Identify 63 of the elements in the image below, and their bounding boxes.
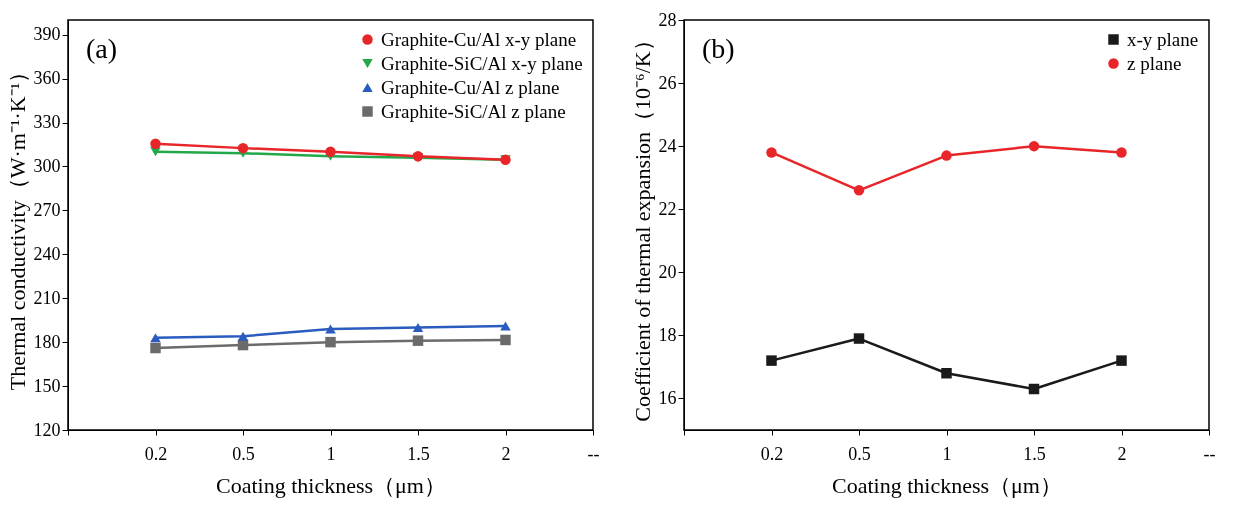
y-tick-label: 360 (33, 68, 61, 89)
y-tick-label: 22 (658, 198, 677, 219)
y-tick-label: 390 (33, 24, 61, 45)
point (853, 185, 865, 196)
point (412, 322, 424, 333)
point (941, 367, 952, 379)
legend-label: Graphite-Cu/Al z plane (381, 76, 560, 98)
point (853, 333, 865, 344)
point (500, 321, 511, 331)
x-tick-label: 0.2 (144, 443, 168, 464)
point (150, 138, 161, 149)
y-tick-label: 26 (658, 72, 677, 93)
y-tick-label: 18 (658, 324, 677, 345)
x-tick-label: -- (587, 443, 600, 464)
legend-label: Graphite-SiC/Al x-y plane (381, 52, 583, 74)
y-tick-label: 300 (33, 155, 61, 176)
x-tick-label: 1.5 (407, 443, 430, 464)
x-axis-title: Coating thickness（μm） (832, 472, 1062, 498)
point (1116, 355, 1127, 366)
annotation: (a) (86, 33, 118, 64)
y-tick-label: 330 (33, 112, 61, 132)
point (500, 334, 511, 346)
legend-label: Graphite-Cu/Al x-y plane (381, 28, 577, 50)
x-tick-label: 2 (1117, 443, 1127, 464)
x-tick-label: 1 (942, 443, 952, 464)
point (1116, 147, 1127, 158)
point (766, 147, 777, 158)
y-axis-title: Thermal conductivity（W·m⁻¹·K⁻¹） (4, 60, 30, 391)
y-tick-label: 240 (33, 243, 61, 264)
x-tick-label: 0.2 (760, 443, 784, 464)
x-tick-label: 2 (501, 443, 511, 464)
point (150, 342, 161, 354)
point (412, 335, 424, 346)
x-tick-label: 1 (326, 443, 336, 464)
point (325, 324, 336, 334)
point (150, 333, 161, 343)
x-tick-label: 0.5 (232, 443, 255, 464)
legend-label: x-y plane (1127, 28, 1199, 50)
x-tick-label: -- (1203, 443, 1216, 464)
point (1028, 140, 1040, 152)
y-tick-label: 16 (658, 387, 677, 408)
x-tick-label: 1.5 (1023, 443, 1046, 464)
y-tick-label: 28 (658, 9, 677, 30)
y-tick-label: 210 (33, 287, 61, 308)
y-tick-label: 24 (658, 135, 677, 156)
y-tick-label: 180 (33, 331, 61, 352)
y-tick-label: 270 (33, 199, 61, 220)
point (325, 336, 336, 348)
point (766, 355, 777, 366)
point (1028, 383, 1040, 395)
legend-label: Graphite-SiC/Al z plane (381, 100, 566, 122)
legend-label: z plane (1127, 52, 1182, 74)
x-tick-label: 0.5 (848, 443, 871, 464)
point (237, 331, 249, 341)
y-tick-label: 150 (33, 375, 61, 396)
y-tick-label: 120 (33, 419, 61, 440)
point (941, 150, 952, 161)
point (237, 142, 249, 154)
point (325, 146, 336, 158)
y-axis-title: Coefficient of thermal expansion（10⁻⁶/K） (629, 29, 655, 422)
annotation: (b) (702, 33, 735, 64)
x-axis-title: Coating thickness（μm） (216, 472, 446, 498)
y-tick-label: 20 (658, 261, 677, 282)
